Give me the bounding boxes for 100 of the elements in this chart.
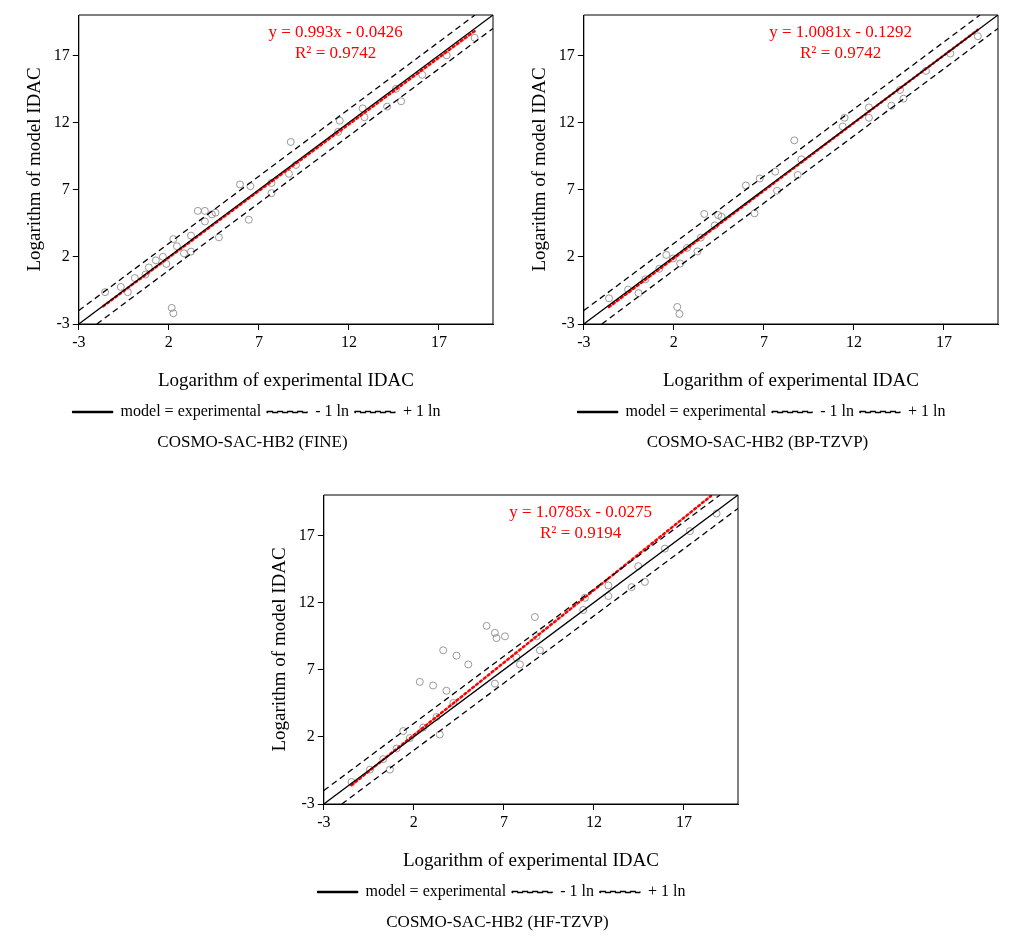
y-tick-label: 17 [558, 45, 575, 63]
y-tick-label: 7 [306, 659, 315, 677]
point [604, 581, 613, 590]
point [392, 84, 400, 93]
y-axis-title: Logarithm of model IDAC [528, 67, 550, 272]
y-tick-label: -3 [56, 314, 70, 332]
point [452, 651, 461, 660]
x-tick-label: 12 [845, 332, 862, 350]
annotation: y = 0.993x - 0.0426 [268, 22, 403, 42]
point [169, 235, 178, 243]
annotation: y = 1.0785x - 0.0275 [509, 502, 652, 522]
point [741, 181, 750, 190]
point [627, 583, 636, 592]
point [442, 51, 451, 60]
point [180, 249, 188, 258]
x-axis-title: Logarithm of experimental IDAC [402, 848, 659, 870]
point [360, 113, 369, 122]
point [405, 734, 414, 742]
point [773, 186, 781, 195]
text: COSMO-SAC-HB2 (BP-TZVP) [645, 432, 870, 452]
point [236, 180, 244, 189]
legend-label: + 1 ln [647, 882, 686, 900]
point [358, 104, 367, 113]
point [383, 102, 392, 111]
point [267, 179, 276, 187]
point [604, 592, 613, 600]
y-tick-label: 17 [53, 45, 70, 63]
point [675, 310, 684, 318]
legend-label: + 1 ln [907, 402, 946, 420]
point [215, 233, 223, 242]
x-tick-label: 7 [759, 332, 768, 350]
point [864, 113, 873, 122]
y-tick-label: -3 [561, 314, 575, 332]
point [482, 621, 491, 630]
x-tick-label: -3 [72, 332, 86, 350]
point [532, 632, 541, 641]
point [432, 713, 441, 721]
point [490, 679, 499, 688]
y-tick-label: 12 [558, 112, 575, 130]
point [193, 206, 202, 215]
point [187, 247, 195, 256]
point [899, 94, 908, 103]
point [655, 264, 664, 273]
point [536, 646, 544, 655]
point [439, 646, 448, 655]
point [464, 660, 473, 669]
y-tick-label: 2 [306, 727, 315, 745]
point [490, 628, 499, 637]
x-tick-label: 17 [430, 332, 447, 350]
legend-label: - 1 ln [820, 402, 854, 420]
point [696, 233, 705, 242]
annotation: R² = 0.9742 [294, 43, 377, 63]
point [492, 634, 501, 642]
point [116, 283, 125, 291]
point [435, 730, 444, 739]
point [159, 252, 167, 261]
point [922, 66, 930, 75]
point [470, 33, 479, 42]
point [634, 562, 643, 571]
point [750, 209, 759, 218]
point [605, 294, 613, 303]
point [379, 755, 388, 764]
point [700, 210, 709, 218]
x-tick-label: 12 [585, 812, 602, 830]
point [173, 242, 181, 251]
point [641, 578, 649, 586]
x-tick-label: -3 [577, 332, 591, 350]
y-tick-label: 7 [566, 179, 575, 197]
point [838, 122, 847, 131]
x-axis-title: Logarithm of experimental IDAC [662, 368, 919, 390]
point [634, 289, 643, 297]
y-tick-label: 2 [566, 247, 575, 265]
point [385, 765, 394, 774]
point [399, 727, 408, 735]
point [246, 182, 255, 191]
point [101, 288, 109, 297]
legend-label: - 1 ln [560, 882, 594, 900]
text: COSMO-SAC-HB2 (FINE) [156, 432, 349, 452]
point [660, 544, 669, 553]
point [501, 632, 509, 641]
point [676, 259, 685, 268]
point [683, 244, 691, 252]
point [641, 275, 650, 284]
point [442, 686, 451, 695]
point [285, 169, 293, 178]
point [397, 97, 406, 106]
point [200, 217, 209, 226]
point [530, 613, 539, 621]
point [130, 274, 139, 282]
point [169, 309, 178, 318]
legend-label: model = experimental [120, 402, 262, 421]
point [418, 70, 427, 79]
point [662, 251, 671, 259]
point [712, 509, 721, 518]
x-tick-label: 2 [164, 332, 173, 350]
y-axis-title: Logarithm of model IDAC [268, 547, 290, 752]
point [717, 212, 726, 221]
point [347, 778, 356, 786]
point [673, 303, 682, 311]
point [123, 288, 132, 297]
